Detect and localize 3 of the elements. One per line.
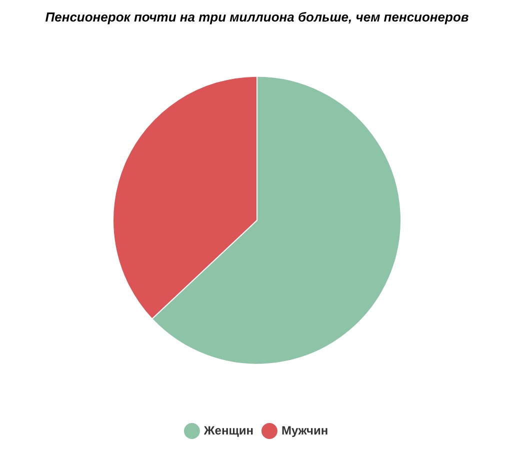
legend-label: Мужчин [281, 423, 328, 438]
chart-title: Пенсионерок почти на три миллиона больше, чем пенсионеров [45, 9, 469, 24]
legend-label: Женщин [202, 423, 254, 438]
